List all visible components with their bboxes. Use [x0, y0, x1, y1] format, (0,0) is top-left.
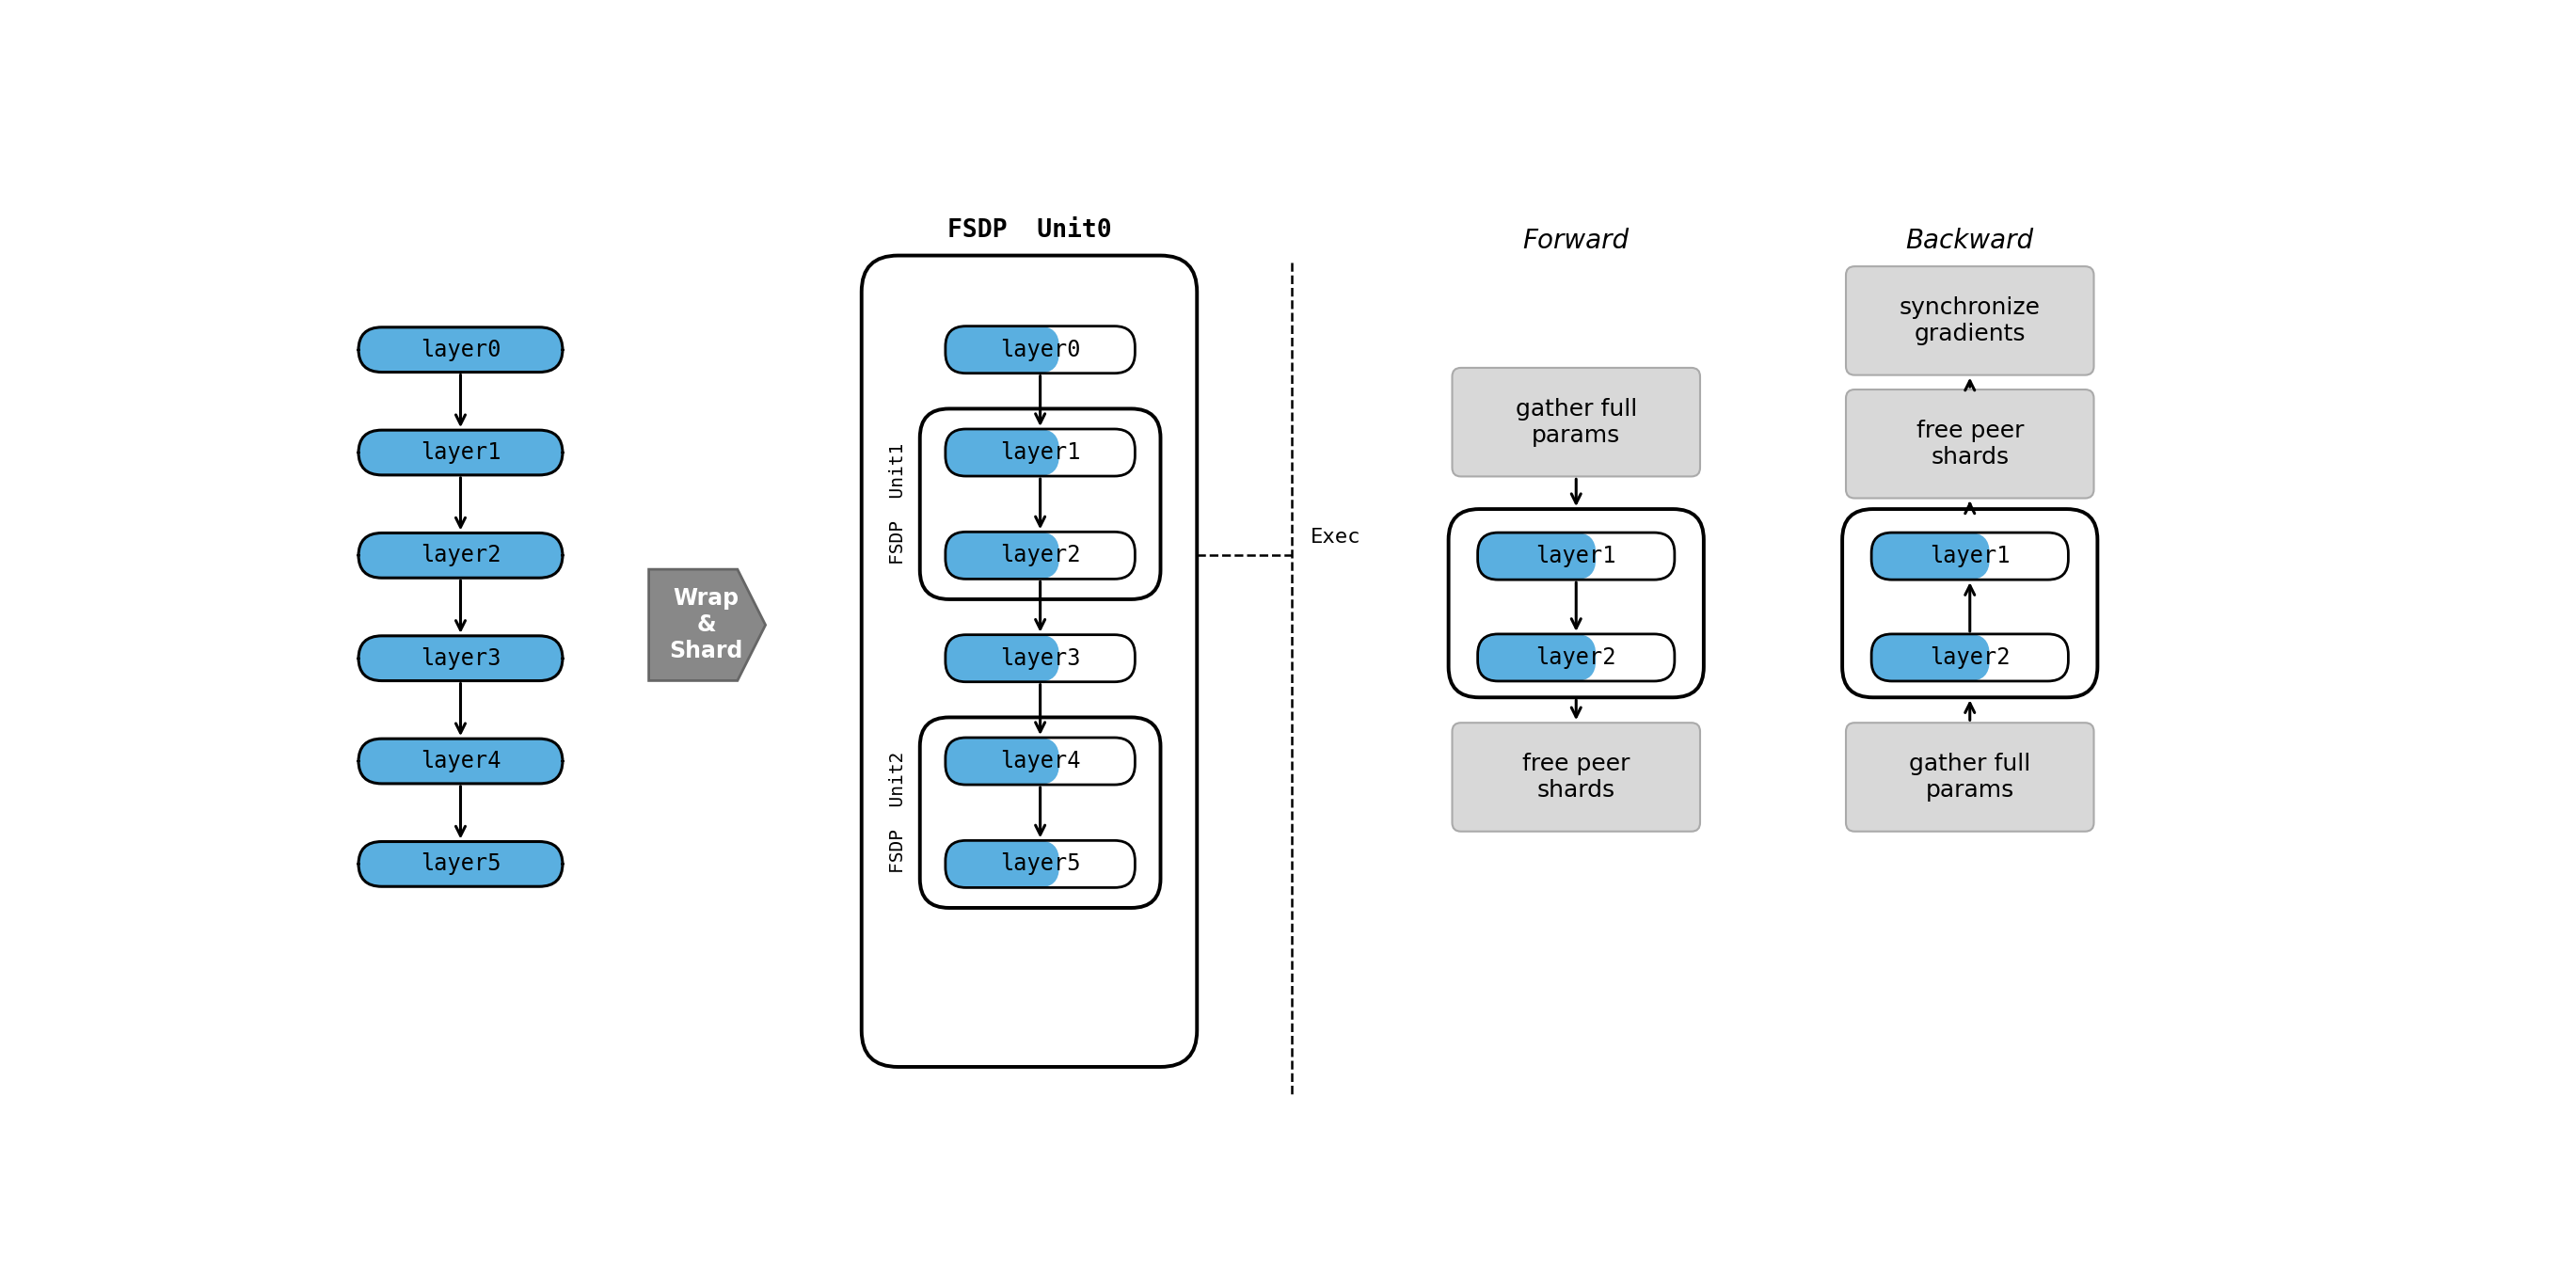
FancyBboxPatch shape: [1870, 533, 1989, 580]
Text: FSDP  Unit1: FSDP Unit1: [889, 443, 907, 565]
Text: layer4: layer4: [420, 750, 500, 772]
FancyBboxPatch shape: [1479, 533, 1674, 580]
Text: layer3: layer3: [999, 647, 1079, 669]
Text: layer5: layer5: [420, 852, 500, 875]
FancyBboxPatch shape: [1453, 722, 1700, 832]
FancyBboxPatch shape: [1453, 368, 1700, 477]
FancyBboxPatch shape: [1847, 722, 2094, 832]
Text: layer0: layer0: [420, 338, 500, 361]
Text: layer5: layer5: [999, 852, 1079, 875]
Text: layer2: layer2: [1929, 646, 2009, 669]
Text: layer2: layer2: [999, 544, 1079, 567]
Text: Wrap
&
Shard: Wrap & Shard: [670, 588, 742, 663]
Text: layer4: layer4: [999, 750, 1079, 772]
FancyBboxPatch shape: [1448, 509, 1703, 697]
Text: FSDP  Unit0: FSDP Unit0: [948, 218, 1110, 243]
Text: layer2: layer2: [420, 544, 500, 567]
FancyBboxPatch shape: [358, 533, 562, 577]
FancyBboxPatch shape: [358, 636, 562, 681]
Text: layer2: layer2: [1535, 646, 1615, 669]
Text: layer0: layer0: [999, 338, 1079, 361]
Text: Exec: Exec: [1311, 528, 1360, 547]
FancyBboxPatch shape: [1479, 633, 1595, 681]
Text: free peer
shards: free peer shards: [1917, 420, 2025, 468]
FancyBboxPatch shape: [1870, 633, 2069, 681]
Text: Forward: Forward: [1522, 228, 1631, 254]
Text: Backward: Backward: [1906, 228, 2035, 254]
FancyBboxPatch shape: [945, 841, 1059, 888]
FancyBboxPatch shape: [945, 841, 1136, 888]
FancyBboxPatch shape: [945, 738, 1136, 785]
FancyBboxPatch shape: [1870, 633, 1989, 681]
Text: layer1: layer1: [1929, 544, 2009, 567]
Text: synchronize
gradients: synchronize gradients: [1899, 296, 2040, 345]
FancyBboxPatch shape: [1842, 509, 2097, 697]
FancyBboxPatch shape: [1479, 633, 1674, 681]
FancyBboxPatch shape: [945, 429, 1136, 476]
FancyBboxPatch shape: [945, 326, 1136, 373]
FancyBboxPatch shape: [945, 532, 1059, 579]
FancyBboxPatch shape: [945, 738, 1059, 785]
FancyBboxPatch shape: [920, 408, 1162, 599]
FancyBboxPatch shape: [358, 739, 562, 784]
Text: gather full
params: gather full params: [1515, 398, 1636, 446]
FancyBboxPatch shape: [358, 842, 562, 887]
Text: layer1: layer1: [1535, 544, 1615, 567]
FancyBboxPatch shape: [1479, 533, 1595, 580]
FancyBboxPatch shape: [358, 430, 562, 474]
FancyBboxPatch shape: [945, 326, 1059, 373]
FancyBboxPatch shape: [1870, 533, 2069, 580]
Polygon shape: [649, 570, 765, 681]
Text: FSDP  Unit2: FSDP Unit2: [889, 752, 907, 874]
FancyBboxPatch shape: [945, 532, 1136, 579]
Text: free peer
shards: free peer shards: [1522, 753, 1631, 801]
Text: layer1: layer1: [999, 441, 1079, 464]
FancyBboxPatch shape: [1847, 389, 2094, 499]
Text: gather full
params: gather full params: [1909, 753, 2030, 801]
FancyBboxPatch shape: [945, 429, 1059, 476]
Text: layer3: layer3: [420, 647, 500, 669]
FancyBboxPatch shape: [860, 256, 1198, 1067]
FancyBboxPatch shape: [358, 327, 562, 373]
FancyBboxPatch shape: [945, 635, 1136, 682]
FancyBboxPatch shape: [1847, 266, 2094, 375]
FancyBboxPatch shape: [920, 717, 1162, 908]
FancyBboxPatch shape: [945, 635, 1059, 682]
Text: layer1: layer1: [420, 441, 500, 464]
